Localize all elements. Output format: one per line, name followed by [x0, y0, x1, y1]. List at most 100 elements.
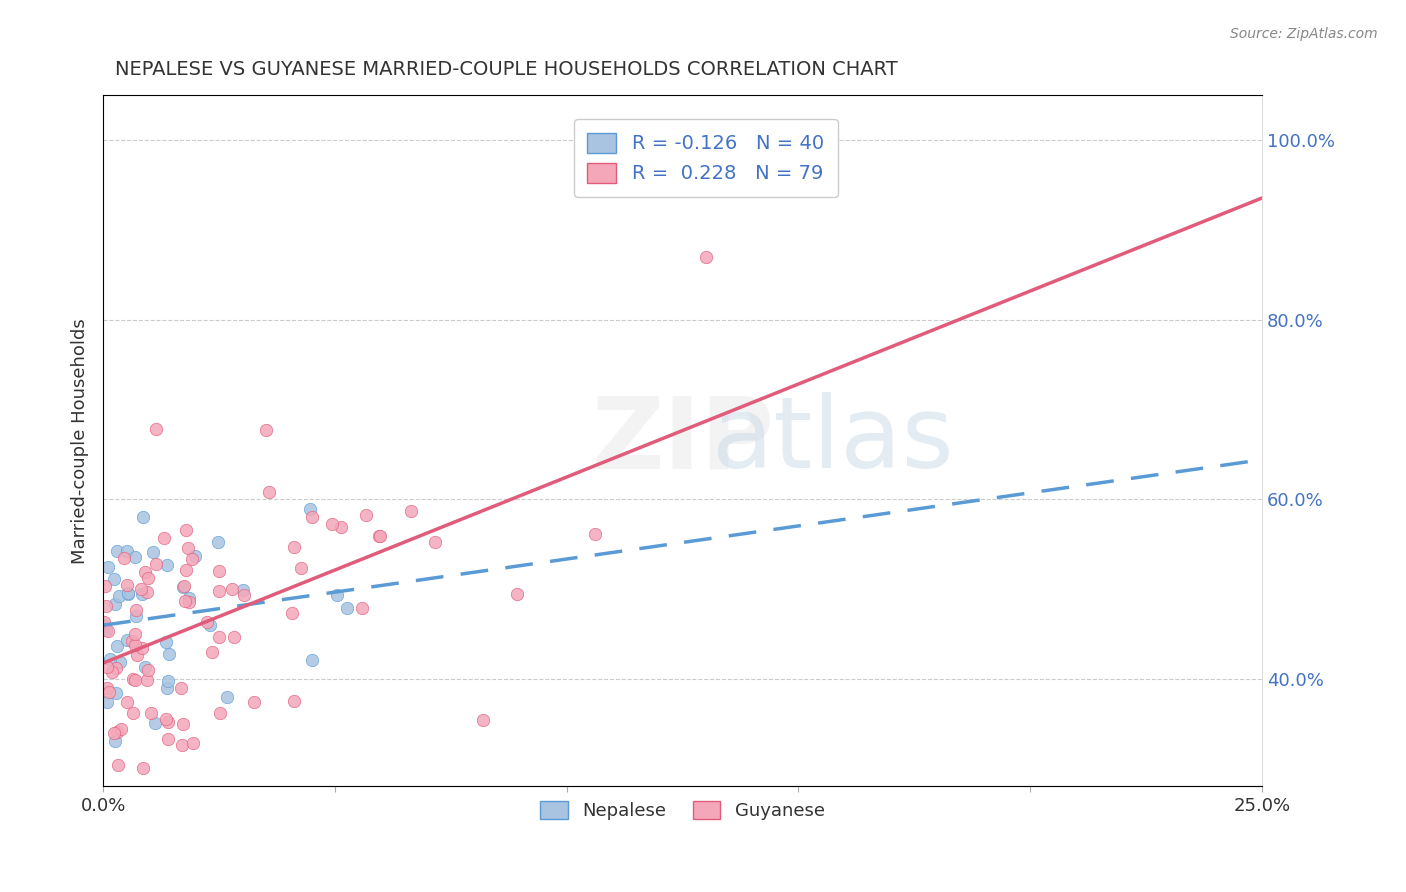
Point [177, 591, 200, 605]
Point [145, 422, 167, 436]
Point [177, 595, 200, 609]
Point [170, 681, 193, 695]
Point [198, 618, 221, 632]
Point [96, 695, 118, 709]
Point [96, 624, 118, 638]
Point [208, 630, 231, 644]
Point [124, 627, 146, 641]
Point [105, 544, 128, 558]
Point [112, 550, 135, 565]
Point [283, 694, 305, 708]
Point [368, 528, 391, 542]
Point [283, 540, 305, 554]
Point [177, 541, 200, 555]
Point [134, 566, 156, 580]
Point [131, 641, 153, 656]
Point [208, 584, 231, 599]
Point [221, 582, 243, 596]
Point [135, 673, 157, 687]
Text: Source: ZipAtlas.com: Source: ZipAtlas.com [1230, 27, 1378, 41]
Point [105, 661, 128, 675]
Point [138, 663, 160, 677]
Point [157, 647, 180, 661]
Point [94, 599, 117, 614]
Point [350, 601, 373, 615]
Point [156, 558, 179, 572]
Point [134, 659, 156, 673]
Point [115, 578, 138, 592]
Point [110, 722, 132, 736]
Point [124, 673, 146, 688]
Point [96, 681, 118, 695]
Point [105, 725, 128, 739]
Point [208, 564, 231, 578]
Point [107, 590, 129, 604]
Point [298, 501, 321, 516]
Point [132, 761, 155, 775]
Point [243, 695, 266, 709]
Point [172, 580, 194, 594]
Point [301, 653, 323, 667]
Point [183, 549, 205, 564]
Point [174, 523, 197, 537]
Point [117, 586, 139, 600]
Point [329, 520, 352, 534]
Point [101, 665, 124, 680]
Point [583, 527, 606, 541]
Point [173, 579, 195, 593]
Point [104, 598, 127, 612]
Point [232, 588, 254, 602]
Point [129, 582, 152, 596]
Point [103, 725, 125, 739]
Point [117, 587, 139, 601]
Point [326, 588, 349, 602]
Point [103, 572, 125, 586]
Point [104, 733, 127, 747]
Point [139, 706, 162, 720]
Text: ZIP: ZIP [591, 392, 773, 490]
Text: NEPALESE VS GUYANESE MARRIED-COUPLE HOUSEHOLDS CORRELATION CHART: NEPALESE VS GUYANESE MARRIED-COUPLE HOUS… [115, 60, 897, 78]
Point [153, 532, 176, 546]
Point [97, 560, 120, 574]
Point [336, 601, 359, 615]
Point [695, 250, 717, 264]
Point [254, 423, 277, 437]
Point [181, 736, 204, 750]
Point [132, 510, 155, 524]
Point [155, 634, 177, 648]
Legend: Nepalese, Guyanese: Nepalese, Guyanese [527, 789, 837, 833]
Point [105, 685, 128, 699]
Point [232, 582, 254, 597]
Point [142, 544, 165, 558]
Point [321, 516, 343, 531]
Point [290, 561, 312, 575]
Point [145, 558, 167, 572]
Point [423, 534, 446, 549]
Point [93, 619, 115, 633]
Point [97, 624, 120, 639]
Point [259, 485, 281, 500]
Point [125, 608, 148, 623]
Point [155, 712, 177, 726]
Point [201, 645, 224, 659]
Point [472, 713, 495, 727]
Point [125, 603, 148, 617]
Point [108, 655, 131, 669]
Point [136, 571, 159, 585]
Point [124, 549, 146, 564]
Point [181, 551, 204, 566]
Point [301, 510, 323, 524]
Point [224, 631, 246, 645]
Point [131, 587, 153, 601]
Point [155, 681, 177, 695]
Point [195, 615, 218, 630]
Text: atlas: atlas [713, 392, 953, 490]
Point [125, 648, 148, 662]
Point [105, 639, 128, 653]
Point [368, 529, 391, 543]
Point [98, 685, 121, 699]
Point [122, 672, 145, 686]
Point [170, 738, 193, 752]
Y-axis label: Married-couple Households: Married-couple Households [72, 318, 89, 564]
Point [98, 651, 121, 665]
